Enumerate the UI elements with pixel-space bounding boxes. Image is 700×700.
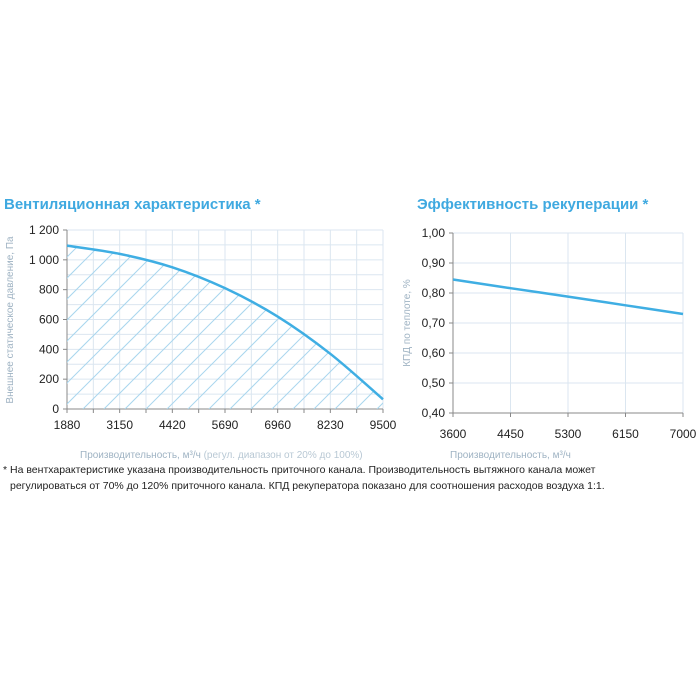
y-tick-label: 400 [39,342,59,356]
y-tick-label: 600 [39,313,59,327]
recovery-chart-title: Эффективность рекуперации * [417,196,649,213]
fan-chart: 1880 3150 4420 5690 6960 8230 9500 0 200 400 600 80… [29,89,700,432]
hatch-line [398,89,700,409]
hatch-line [313,245,383,409]
y-tick-label: 0 [52,402,59,416]
x-tick-label: 1880 [54,418,81,432]
x-tick-label: 6960 [264,418,291,432]
y-tick-label: 1,00 [422,226,446,240]
x-tick-label: 6150 [612,427,639,441]
y-tick-label: 200 [39,372,59,386]
x-tick-label: 3600 [440,427,467,441]
hatch-line [67,245,383,409]
fan-y-axis-title: Внешнее статическое давление, Па [5,236,16,404]
hatch-line [82,245,383,409]
x-tick-label: 7000 [670,427,697,441]
footnote-line-2: регулироваться от 70% до 120% приточного… [10,480,605,492]
hatch-line [145,245,383,409]
hatch-line [67,245,320,409]
x-tick-label: 9500 [370,418,397,432]
y-tick-label: 1 000 [29,253,59,267]
x-tick-label: 5690 [212,418,239,432]
hatch-line [208,245,383,409]
y-tick-label: 0,50 [422,376,446,390]
fan-x-axis-title: Производительность, м³/ч (регул. диапазо… [80,450,363,461]
x-tick-label: 4450 [497,427,524,441]
recovery-chart: 3600 4450 5300 6150 7000 0,40 0,50 0,60 0,70 0,80… [422,226,697,441]
hatch-line [250,245,383,409]
data-series-line [66,244,384,401]
recovery-x-axis-title: Производительность, м³/ч [450,450,571,461]
x-tick-label: 5300 [555,427,582,441]
hatch-line [67,245,236,409]
y-tick-label: 0,40 [422,406,446,420]
y-tick-label: 0,60 [422,346,446,360]
footnote-line-1: * На вентхарактеристике указана производ… [3,464,596,476]
hatch-line [67,245,299,409]
hatch-line [166,245,383,409]
hatch-line [67,245,215,409]
y-tick-label: 0,90 [422,256,446,270]
x-tick-label: 3150 [106,418,133,432]
hatch-line [187,245,383,409]
hatch-line [271,245,383,409]
fan-chart-title: Вентиляционная характеристика * [4,196,261,213]
y-tick-label: 0,80 [422,286,446,300]
recovery-y-axis-title: КПД по теплоте, % [402,279,413,367]
hatch-area [67,89,700,409]
y-tick-label: 1 200 [29,223,59,237]
y-tick-label: 800 [39,283,59,297]
x-tick-label: 4420 [159,418,186,432]
hatch-line [229,245,383,409]
y-tick-label: 0,70 [422,316,446,330]
hatch-line [67,245,341,409]
hatch-line [124,245,383,409]
hatch-line [103,245,383,409]
hatch-line [67,245,257,409]
hatch-line [376,245,383,409]
x-tick-label: 8230 [317,418,344,432]
